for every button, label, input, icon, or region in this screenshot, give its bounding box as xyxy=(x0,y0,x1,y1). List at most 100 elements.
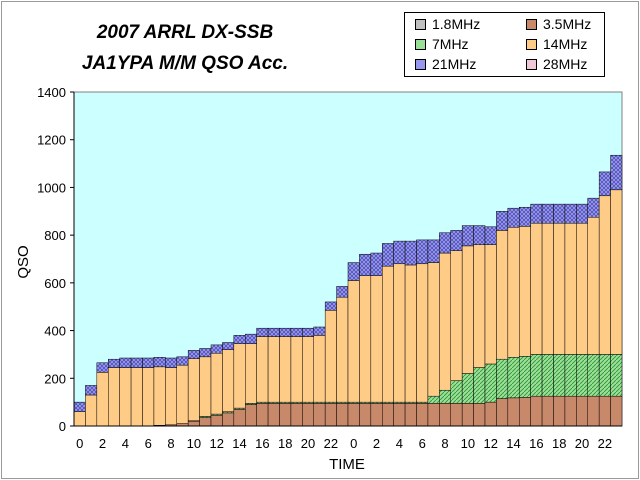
bar-segment-14mhz-45 xyxy=(587,217,600,355)
bar-segment-7mhz-43 xyxy=(564,354,577,397)
bar-segment-21mhz-3 xyxy=(108,358,120,368)
legend-swatch xyxy=(526,18,537,30)
bar-segment-14mhz-15 xyxy=(245,343,257,404)
bar-segment-14mhz-39 xyxy=(519,226,531,357)
x-tick-label: 12 xyxy=(209,436,223,451)
bar-segment-3-5mhz-21 xyxy=(313,403,326,427)
bar-segment-21mhz-11 xyxy=(199,348,212,358)
bar-segment-7mhz-47 xyxy=(610,354,623,397)
bar-segment-14mhz-40 xyxy=(530,222,543,355)
x-tick-label: 14 xyxy=(506,436,520,451)
bar-segment-3-5mhz-42 xyxy=(553,395,566,427)
bar-segment-21mhz-13 xyxy=(222,342,235,350)
legend-label: 21MHz xyxy=(432,56,477,72)
legend-label: 1.8MHz xyxy=(432,16,481,32)
bar-segment-21mhz-26 xyxy=(370,252,383,276)
bar-segment-7mhz-41 xyxy=(541,354,554,397)
bar-segment-7mhz-38 xyxy=(507,357,520,399)
y-tick-label: 600 xyxy=(44,276,66,291)
bar-segment-3-5mhz-26 xyxy=(370,403,383,427)
bar-segment-14mhz-46 xyxy=(598,195,611,355)
bar-segment-21mhz-47 xyxy=(610,154,623,191)
bar-segment-14mhz-13 xyxy=(222,349,235,412)
bar-segment-3-5mhz-14 xyxy=(233,409,246,427)
bar-segment-21mhz-32 xyxy=(439,232,451,254)
bar-segment-14mhz-5 xyxy=(130,367,143,427)
bar-segment-21mhz-14 xyxy=(233,335,246,344)
bar-segment-21mhz-21 xyxy=(313,326,326,336)
x-axis-label: TIME xyxy=(329,456,365,473)
bar-segment-3-5mhz-24 xyxy=(347,403,360,427)
bar-segment-21mhz-10 xyxy=(187,350,200,359)
bar-segment-14mhz-3 xyxy=(108,367,120,427)
bar-segment-21mhz-16 xyxy=(256,327,269,337)
bar-segment-21mhz-25 xyxy=(359,253,372,276)
bar-segment-21mhz-1 xyxy=(85,385,98,396)
bar-segment-3-5mhz-46 xyxy=(598,395,611,427)
x-tick-label: 2 xyxy=(373,436,380,451)
bar-segment-3-5mhz-34 xyxy=(461,403,474,427)
x-tick-label: 4 xyxy=(122,436,129,451)
bar-segment-14mhz-17 xyxy=(267,336,280,403)
bar-segment-14mhz-34 xyxy=(461,245,474,374)
bar-segment-14mhz-10 xyxy=(187,358,200,421)
x-tick-label: 8 xyxy=(441,436,448,451)
x-tick-label: 18 xyxy=(552,436,566,451)
legend-item-7mhz: 7MHz xyxy=(415,36,469,52)
bar-segment-3-5mhz-16 xyxy=(256,403,269,427)
bar-segment-21mhz-41 xyxy=(541,203,554,224)
bar-segment-14mhz-1 xyxy=(85,394,98,427)
bar-segment-7mhz-37 xyxy=(496,358,509,399)
bar-segment-14mhz-25 xyxy=(359,275,372,403)
bar-segment-21mhz-36 xyxy=(484,226,497,245)
bar-segment-21mhz-17 xyxy=(267,327,280,337)
bar-segment-21mhz-5 xyxy=(130,357,143,368)
bar-segment-3-5mhz-11 xyxy=(199,417,212,427)
bar-segment-7mhz-45 xyxy=(587,354,600,397)
x-tick-label: 4 xyxy=(396,436,403,451)
bar-segment-21mhz-39 xyxy=(519,206,531,227)
chart-title: 2007 ARRL DX-SSB xyxy=(96,22,274,43)
bar-segment-14mhz-47 xyxy=(610,189,623,355)
bar-segment-14mhz-30 xyxy=(416,263,429,403)
legend-item-14mhz: 14MHz xyxy=(526,36,587,52)
bar-segment-21mhz-6 xyxy=(142,357,155,368)
bar-segment-21mhz-33 xyxy=(450,230,463,251)
bar-segment-14mhz-32 xyxy=(439,252,451,391)
bar-segment-14mhz-35 xyxy=(473,244,486,368)
bar-segment-21mhz-15 xyxy=(245,333,257,344)
bar-segment-21mhz-12 xyxy=(210,344,223,354)
bar-segment-3-5mhz-18 xyxy=(279,403,292,427)
bar-segment-7mhz-31 xyxy=(427,395,440,404)
bar-segment-3-5mhz-33 xyxy=(450,403,463,427)
legend-swatch xyxy=(415,38,426,50)
bar-segment-14mhz-23 xyxy=(336,296,349,403)
bar-segment-21mhz-42 xyxy=(553,203,566,224)
bar-segment-7mhz-33 xyxy=(450,380,463,404)
legend-item-3-5mhz: 3.5MHz xyxy=(526,16,591,32)
bar-segment-21mhz-46 xyxy=(598,171,611,197)
bar-segment-14mhz-33 xyxy=(450,250,463,381)
y-tick-label: 1200 xyxy=(37,133,66,148)
bar-segment-3-5mhz-35 xyxy=(473,403,486,427)
bar-segment-7mhz-44 xyxy=(576,354,589,397)
x-tick-label: 16 xyxy=(255,436,269,451)
bar-segment-7mhz-40 xyxy=(530,354,543,397)
bar-segment-3-5mhz-39 xyxy=(519,397,531,427)
x-tick-label: 12 xyxy=(483,436,497,451)
bar-segment-7mhz-35 xyxy=(473,367,486,404)
bar-segment-14mhz-43 xyxy=(564,222,577,355)
bar-segment-21mhz-35 xyxy=(473,225,486,245)
bar-segment-21mhz-27 xyxy=(382,243,394,267)
bar-segment-14mhz-21 xyxy=(313,335,326,403)
x-tick-label: 20 xyxy=(301,436,315,451)
legend-label: 14MHz xyxy=(543,36,588,52)
bar-segment-21mhz-7 xyxy=(153,357,166,368)
bar-segment-21mhz-43 xyxy=(564,203,577,224)
bar-segment-14mhz-12 xyxy=(210,352,223,415)
bar-segment-14mhz-42 xyxy=(553,222,566,355)
bar-segment-3-5mhz-23 xyxy=(336,403,349,427)
bar-segment-14mhz-29 xyxy=(404,264,417,403)
legend-swatch xyxy=(415,58,426,70)
